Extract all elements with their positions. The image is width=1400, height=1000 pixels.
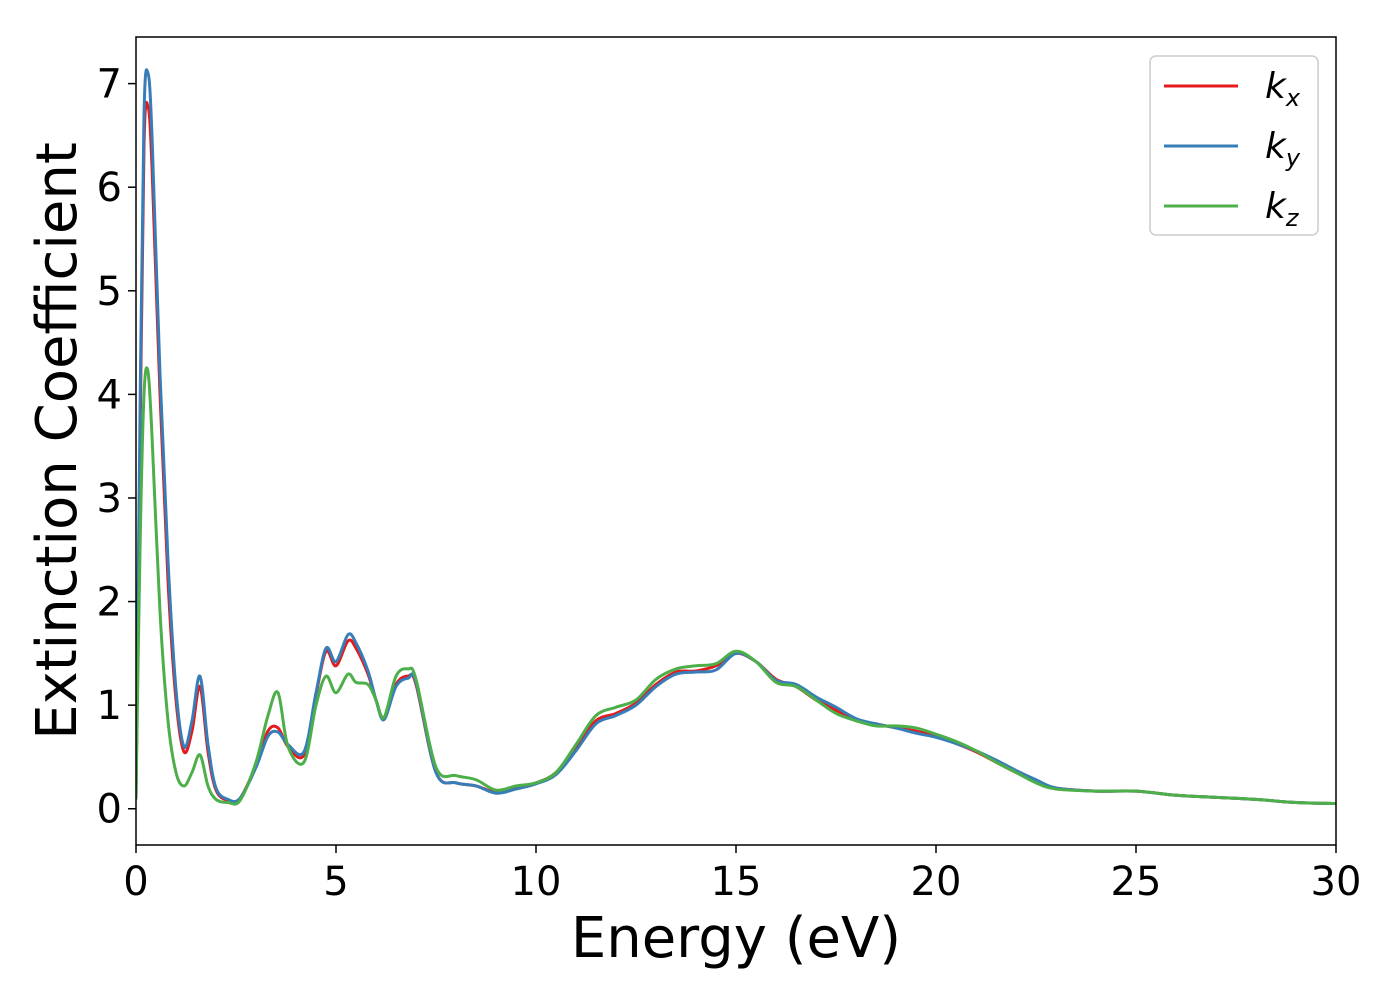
x-tick-label: 5: [323, 859, 348, 905]
y-tick-label: 6: [97, 165, 122, 211]
legend-label-kz: kz: [1265, 186, 1300, 232]
y-tick-label: 5: [97, 269, 122, 315]
y-axis-ticks: 0 1 2 3 4 5 6 7: [97, 62, 136, 833]
series-layer: [136, 68, 1336, 806]
x-tick-label: 30: [1311, 859, 1362, 905]
x-tick-label: 0: [123, 859, 148, 905]
y-tick-label: 0: [97, 787, 122, 833]
y-tick-label: 3: [97, 476, 122, 522]
x-tick-label: 15: [711, 859, 762, 905]
x-tick-label: 20: [911, 859, 962, 905]
legend-label-ky: ky: [1265, 126, 1301, 172]
y-tick-label: 2: [97, 580, 122, 626]
legend-label-kx: kx: [1265, 66, 1301, 112]
y-tick-label: 1: [97, 683, 122, 729]
y-tick-label: 4: [97, 372, 122, 418]
x-tick-label: 10: [511, 859, 562, 905]
x-axis-label: Energy (eV): [571, 906, 901, 971]
x-tick-label: 25: [1111, 859, 1162, 905]
legend: kx ky kz: [1149, 55, 1319, 236]
series-line-kz: [136, 366, 1336, 806]
x-axis-ticks: 0 5 10 15 20 25 30: [123, 845, 1361, 905]
legend-entries: kx ky kz: [1164, 66, 1301, 232]
y-tick-label: 7: [97, 62, 122, 108]
series-line-ky: [136, 68, 1336, 806]
y-axis-label: Extinction Coefficient: [25, 142, 90, 740]
